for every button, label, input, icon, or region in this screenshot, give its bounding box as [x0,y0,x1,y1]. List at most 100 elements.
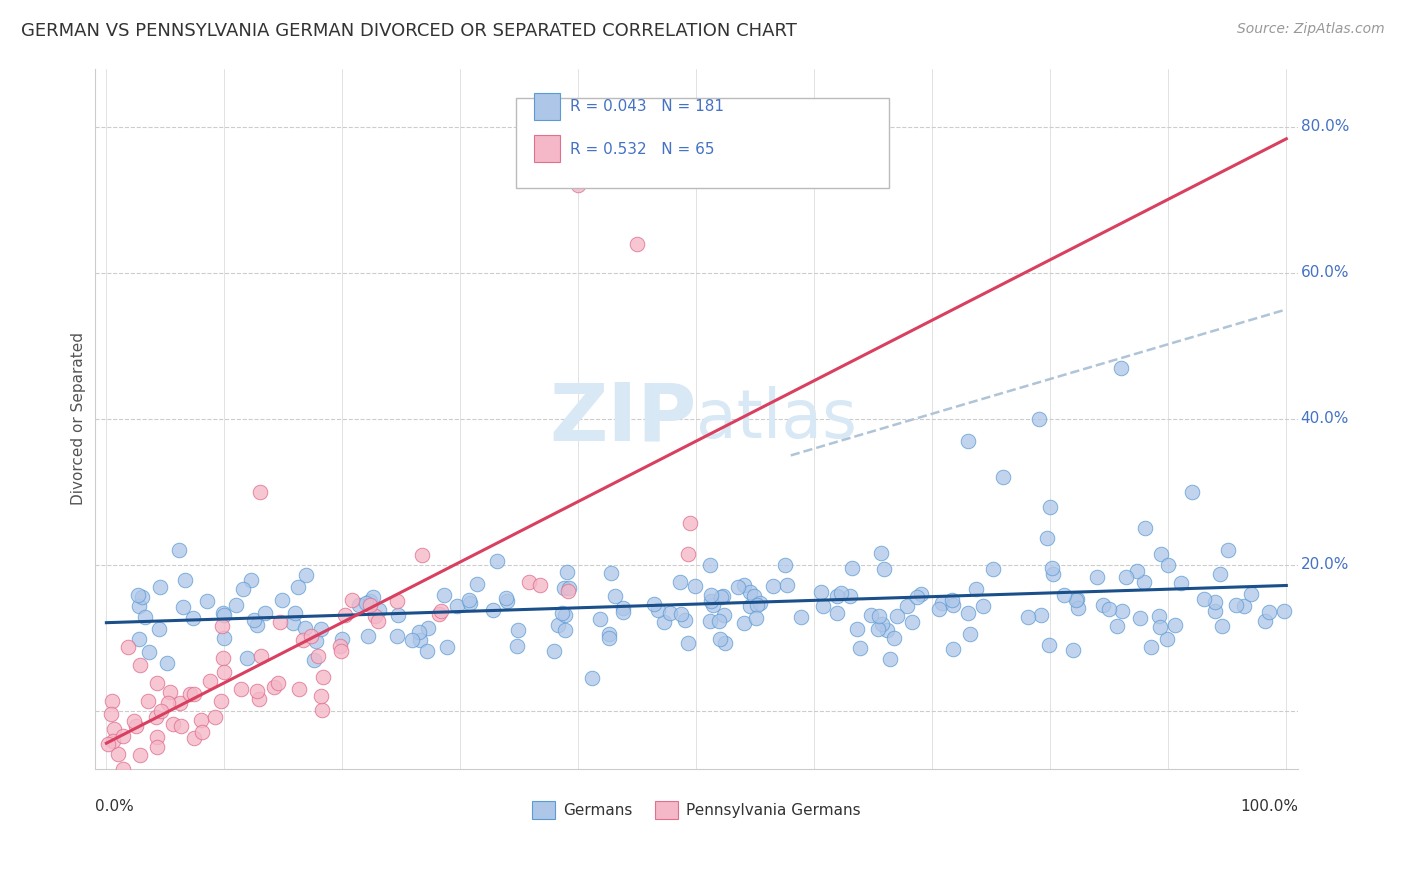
Point [299,629,322,643]
Point [612,600,634,615]
Point [212,665,235,679]
Point [1125,564,1147,578]
Point [983,562,1005,576]
Point [1240,587,1263,601]
Point [1028,412,1050,426]
Point [335,607,357,622]
Point [517,575,540,590]
Point [146,730,169,744]
Point [589,611,612,625]
Point [191,724,214,739]
Point [232,582,254,597]
Point [886,608,908,623]
Point [408,632,430,647]
Point [775,558,797,573]
Point [359,593,381,607]
Point [868,608,890,623]
Point [896,599,918,614]
Point [433,588,456,602]
Point [506,639,529,653]
Point [711,589,734,603]
Point [129,747,152,762]
Point [150,704,173,718]
Point [269,615,291,629]
Point [605,589,627,603]
Point [738,585,761,599]
Point [225,598,247,612]
Point [246,684,269,698]
Legend: Germans, Pennsylvania Germans: Germans, Pennsylvania Germans [526,795,866,825]
Point [1149,609,1171,624]
Point [830,586,852,600]
Point [550,606,572,620]
Point [910,586,932,600]
Point [1109,360,1132,375]
Point [1031,608,1053,623]
Point [148,622,170,636]
Point [965,582,987,596]
Point [710,590,733,604]
Point [714,636,737,650]
Point [305,634,328,648]
Point [1053,588,1076,602]
Point [117,640,139,654]
Point [195,594,218,608]
Point [669,607,692,621]
Point [1091,598,1114,612]
Point [100,694,122,708]
Point [598,627,620,641]
Point [1204,604,1226,618]
Point [329,640,352,654]
Point [212,631,235,645]
Point [138,645,160,659]
Point [529,577,551,591]
Point [1225,599,1247,613]
Point [357,629,380,643]
Point [125,719,148,733]
Point [790,609,813,624]
Bar [534,135,561,161]
Text: 40.0%: 40.0% [1301,411,1348,426]
Point [838,589,860,603]
Point [678,636,700,650]
Point [157,696,180,710]
Point [506,623,529,637]
Point [458,593,481,607]
Point [172,599,194,614]
Point [134,609,156,624]
Point [212,606,235,620]
Point [236,651,259,665]
Text: R = 0.043   N = 181: R = 0.043 N = 181 [569,99,724,114]
Text: 20.0%: 20.0% [1301,558,1348,573]
Point [581,672,603,686]
Point [742,590,765,604]
Point [263,680,285,694]
Point [401,633,423,648]
Point [658,606,681,620]
Point [699,588,721,602]
Point [1218,542,1240,557]
Point [127,588,149,602]
Point [957,606,980,620]
Point [972,599,994,614]
Point [1098,601,1121,615]
Point [1111,604,1133,618]
Point [740,599,762,613]
Point [1181,484,1204,499]
Point [941,592,963,607]
Point [709,614,731,628]
Text: 0.0%: 0.0% [94,799,134,814]
Point [813,599,835,614]
Point [249,649,271,664]
Point [1038,638,1060,652]
Point [103,734,125,748]
Point [709,632,731,647]
Point [162,717,184,731]
Point [347,599,370,613]
Point [873,562,896,576]
Point [145,710,167,724]
Point [956,434,979,448]
Point [1149,620,1171,634]
Point [1129,610,1152,624]
Text: GERMAN VS PENNSYLVANIA GERMAN DIVORCED OR SEPARATED CORRELATION CHART: GERMAN VS PENNSYLVANIA GERMAN DIVORCED O… [21,22,797,40]
